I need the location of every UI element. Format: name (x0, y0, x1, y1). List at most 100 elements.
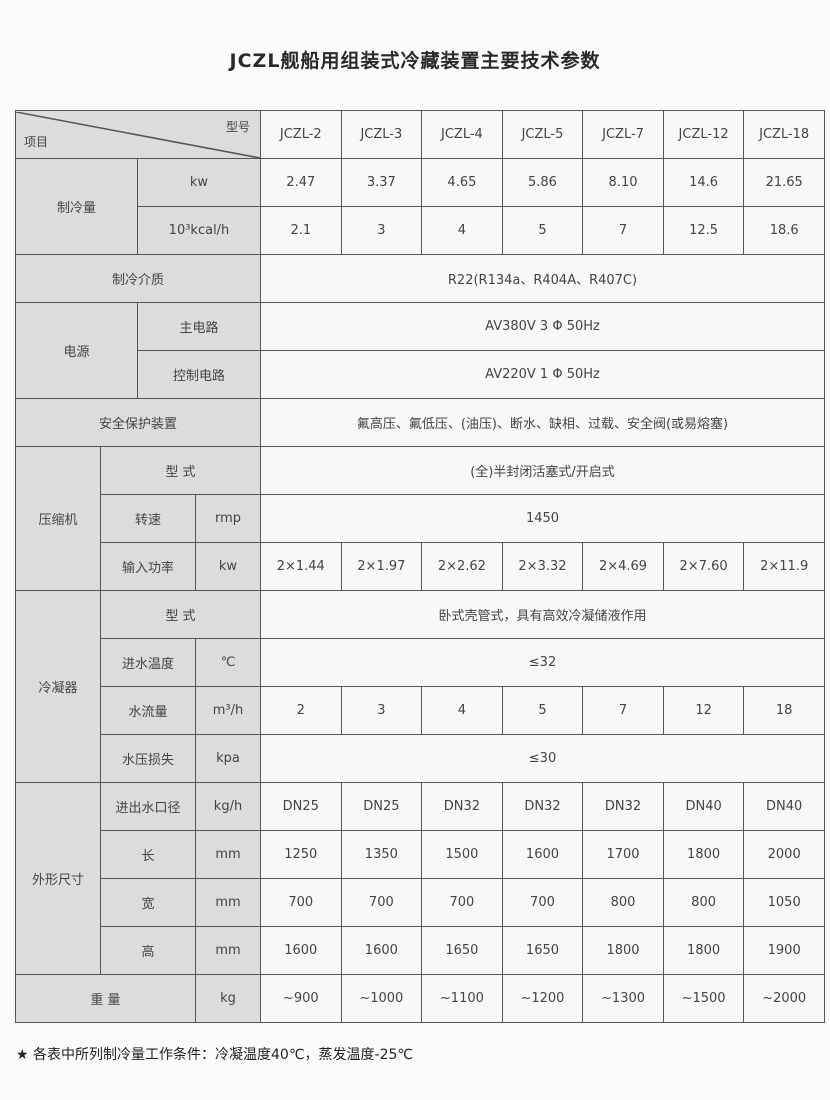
table-row: 压缩机型 式 (全)半封闭活塞式/开启式 (15, 446, 825, 591)
merged-value: R22(R134a、R404A、R407C) (260, 254, 825, 303)
footnote: ★ 各表中所列制冷量工作条件：冷凝温度40℃，蒸发温度-25℃ (16, 1047, 414, 1063)
merged-value: AV380V 3 Φ 50Hz (260, 302, 825, 351)
diagonal-line (16, 112, 260, 158)
value-cell: 2.47 (260, 158, 342, 207)
page-title: JCZL舰船用组装式冷藏装置主要技术参数 (229, 50, 601, 72)
value-cell: ~1300 (582, 974, 664, 1023)
merged-value: 1450 (260, 494, 825, 543)
value-cell: 18 (743, 686, 825, 735)
value-cell: 7 (582, 206, 664, 255)
model-header: JCZL-12 (662, 110, 745, 159)
table-row: 宽 mm 700 700 700 700 800 800 1050 (16, 878, 825, 927)
value-cell: DN40 (662, 782, 745, 831)
header-row: 项目 型号 JCZL-2 JCZL-3 JCZL-4 JCZL-5 JCZL-7 JCZL-1… (15, 110, 825, 159)
value-cell: 700 (260, 878, 342, 927)
value-cell: 2000 (743, 830, 825, 879)
value-cell: 5 (501, 206, 584, 255)
unit-label: rmp (195, 494, 261, 543)
model-header: JCZL-18 (743, 110, 825, 159)
unit-label: kw (195, 542, 261, 591)
sub-label: 主电路 (137, 302, 261, 351)
table-row: 转速 rmp 1450 (16, 494, 825, 543)
merged-value: AV220V 1 Φ 50Hz (260, 350, 825, 399)
value-cell: 2×1.44 (260, 542, 342, 591)
row-label: 制冷介质 (15, 254, 261, 303)
value-cell: 1050 (743, 878, 825, 927)
value-cell: 8.10 (582, 158, 664, 207)
value-cell: 1700 (582, 830, 664, 879)
spec-table: 项目 型号 JCZL-2 JCZL-3 JCZL-4 JCZL-5 JCZL-7 JCZL-1… (15, 110, 825, 1023)
unit-label: ℃ (195, 638, 261, 687)
sub-label: kw (137, 158, 261, 207)
param-label: 转速 (100, 494, 196, 543)
value-cell: 2×3.32 (501, 542, 584, 591)
value-cell: ~1100 (421, 974, 503, 1023)
sub-label: 10³kcal/h (137, 206, 261, 255)
value-cell: 1800 (582, 926, 664, 975)
model-header: JCZL-3 (340, 110, 423, 159)
merged-value: 卧式壳管式，具有高效冷凝储液作用 (260, 590, 825, 639)
table-row: 水压损失 kpa ≤30 (16, 734, 825, 783)
unit-label: kg (195, 974, 261, 1023)
value-cell: DN32 (582, 782, 664, 831)
unit-label: mm (195, 830, 261, 879)
table-row: 控制电路 AV220V 1 Φ 50Hz (16, 350, 825, 399)
unit-label: m³/h (195, 686, 261, 735)
row-label: 重 量 (15, 974, 196, 1023)
value-cell: 5.86 (501, 158, 584, 207)
value-cell: 1600 (340, 926, 423, 975)
merged-value: (全)半封闭活塞式/开启式 (260, 446, 825, 495)
table-row: 制冷量 kw 2.47 3.37 4.65 5.86 8.10 14.6 21.65 (15, 158, 825, 255)
model-label: 型号 (225, 119, 250, 134)
value-cell: DN32 (501, 782, 584, 831)
value-cell: DN32 (421, 782, 503, 831)
value-cell: 3.37 (340, 158, 423, 207)
value-cell: 700 (421, 878, 503, 927)
table-row: 水流量 m³/h 2 3 4 5 7 12 18 (16, 686, 825, 735)
value-cell: 1800 (662, 926, 745, 975)
param-label: 水流量 (100, 686, 196, 735)
value-cell: 4.65 (421, 158, 503, 207)
group-label: 外形尺寸 (15, 782, 101, 975)
value-cell: 21.65 (743, 158, 825, 207)
value-cell: 1800 (662, 830, 745, 879)
merged-value: ≤32 (260, 638, 825, 687)
param-label: 输入功率 (100, 542, 196, 591)
value-cell: 5 (501, 686, 584, 735)
unit-label: kpa (195, 734, 261, 783)
value-cell: ~2000 (743, 974, 825, 1023)
table-row: 制冷介质 R22(R134a、R404A、R407C) (15, 254, 825, 303)
value-cell: 14.6 (662, 158, 745, 207)
group-label: 冷凝器 (15, 590, 101, 783)
value-cell: 1900 (743, 926, 825, 975)
value-cell: 3 (340, 686, 423, 735)
value-cell: 4 (421, 686, 503, 735)
value-cell: 1350 (340, 830, 423, 879)
table-row: 进水温度 ℃ ≤32 (16, 638, 825, 687)
param-label: 宽 (100, 878, 196, 927)
value-cell: 7 (582, 686, 664, 735)
value-cell: 1650 (501, 926, 584, 975)
value-cell: 2.1 (260, 206, 342, 255)
value-cell: 1600 (260, 926, 342, 975)
table-row: 重 量 kg ~900 ~1000 ~1100 ~1200 ~1300 ~1500 ~2000 (15, 974, 825, 1023)
merged-value: ≤30 (260, 734, 825, 783)
item-label: 项目 (24, 134, 49, 149)
value-cell: 2 (260, 686, 342, 735)
value-cell: 2×1.97 (340, 542, 423, 591)
table-row: 电源 主电路 AV380V 3 Φ 50Hz (15, 302, 825, 399)
group-label: 压缩机 (15, 446, 101, 591)
param-label: 型 式 (100, 590, 261, 639)
table-row: 安全保护装置 氟高压、氟低压、(油压)、断水、缺相、过载、安全阀(或易熔塞) (15, 398, 825, 447)
param-label: 型 式 (100, 446, 261, 495)
unit-label: kg/h (195, 782, 261, 831)
group-label: 制冷量 (15, 158, 138, 255)
value-cell: 2×4.69 (582, 542, 664, 591)
param-label: 进出水口径 (100, 782, 196, 831)
value-cell: 3 (340, 206, 423, 255)
value-cell: 2×7.60 (662, 542, 745, 591)
value-cell: DN25 (340, 782, 423, 831)
unit-label: mm (195, 926, 261, 975)
value-cell: 800 (582, 878, 664, 927)
value-cell: 1500 (421, 830, 503, 879)
